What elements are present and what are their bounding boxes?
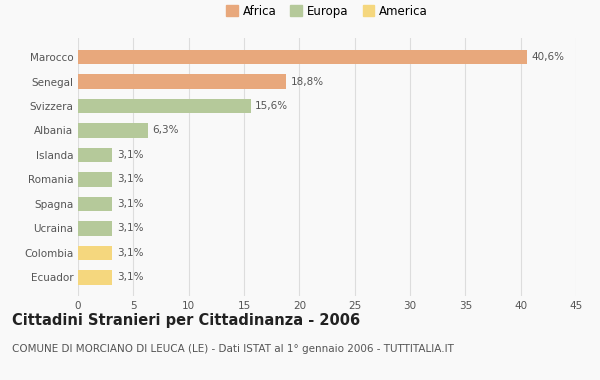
Bar [78,245,112,260]
Text: 3,1%: 3,1% [117,174,143,184]
Bar [78,270,112,285]
Bar [78,74,286,89]
Text: COMUNE DI MORCIANO DI LEUCA (LE) - Dati ISTAT al 1° gennaio 2006 - TUTTITALIA.IT: COMUNE DI MORCIANO DI LEUCA (LE) - Dati … [12,344,454,354]
Text: 15,6%: 15,6% [255,101,288,111]
Legend: Africa, Europa, America: Africa, Europa, America [221,0,433,22]
Text: Cittadini Stranieri per Cittadinanza - 2006: Cittadini Stranieri per Cittadinanza - 2… [12,314,360,328]
Bar [78,99,251,113]
Text: 3,1%: 3,1% [117,248,143,258]
Bar [78,196,112,211]
Bar [78,50,527,65]
Text: 6,3%: 6,3% [152,125,179,136]
Bar [78,172,112,187]
Bar [78,221,112,236]
Text: 3,1%: 3,1% [117,272,143,282]
Bar [78,123,148,138]
Text: 3,1%: 3,1% [117,223,143,233]
Text: 3,1%: 3,1% [117,199,143,209]
Text: 18,8%: 18,8% [290,76,323,87]
Bar [78,147,112,162]
Text: 3,1%: 3,1% [117,150,143,160]
Text: 40,6%: 40,6% [532,52,565,62]
